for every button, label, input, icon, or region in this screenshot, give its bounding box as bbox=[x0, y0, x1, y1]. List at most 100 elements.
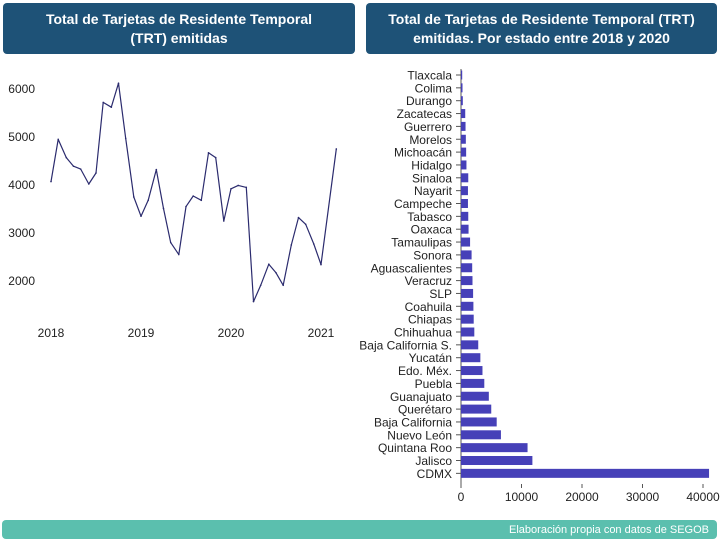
category-label: Chihuahua bbox=[394, 326, 452, 340]
bar bbox=[461, 237, 471, 247]
category-label: Baja California S. bbox=[359, 338, 452, 352]
data-point bbox=[124, 137, 127, 140]
source-footer: Elaboración propia con datos de SEGOB bbox=[2, 520, 717, 539]
y-tick-label: 2000 bbox=[8, 274, 35, 288]
x-tick-label: 2020 bbox=[218, 326, 245, 340]
bar bbox=[461, 417, 497, 427]
category-label: Campeche bbox=[394, 197, 452, 211]
data-point bbox=[95, 172, 97, 174]
bar bbox=[461, 147, 467, 157]
data-point bbox=[335, 148, 338, 150]
x-tick-label: 40000 bbox=[686, 490, 720, 504]
bar bbox=[461, 366, 483, 376]
bar bbox=[461, 109, 466, 119]
bar-chart-header: Total de Tarjetas de Residente Temporal … bbox=[366, 3, 717, 54]
y-tick-label: 5000 bbox=[8, 130, 35, 144]
x-tick-label: 0 bbox=[458, 490, 465, 504]
data-point bbox=[259, 284, 262, 287]
bar bbox=[461, 96, 463, 106]
category-label: Nayarit bbox=[414, 184, 453, 198]
category-label: Morelos bbox=[409, 133, 452, 147]
category-label: Oaxaca bbox=[411, 223, 453, 237]
category-label: Quintana Roo bbox=[378, 441, 452, 455]
data-point bbox=[252, 300, 255, 303]
category-label: Nuevo León bbox=[387, 428, 452, 442]
y-tick-label: 6000 bbox=[8, 82, 35, 96]
bar bbox=[461, 83, 463, 93]
data-point bbox=[50, 180, 52, 183]
bar bbox=[461, 250, 472, 260]
data-point bbox=[88, 183, 90, 185]
bar bbox=[461, 134, 466, 144]
bar bbox=[461, 160, 467, 170]
category-label: Chiapas bbox=[408, 313, 452, 327]
data-point bbox=[79, 168, 82, 170]
category-label: Guanajuato bbox=[390, 390, 452, 404]
category-label: Michoacán bbox=[394, 146, 452, 160]
data-point bbox=[162, 207, 165, 210]
category-label: Querétaro bbox=[398, 403, 452, 417]
category-label: Veracruz bbox=[405, 274, 452, 288]
data-point bbox=[133, 196, 135, 198]
category-label: Coahuila bbox=[405, 300, 453, 314]
bar bbox=[461, 353, 481, 363]
bar bbox=[461, 314, 474, 324]
bar bbox=[461, 70, 463, 80]
bar-chart-title: Total de Tarjetas de Residente Temporal … bbox=[388, 10, 695, 46]
data-point bbox=[223, 220, 225, 222]
data-point bbox=[207, 152, 210, 154]
category-label: Puebla bbox=[415, 377, 453, 391]
x-tick-label: 10000 bbox=[505, 490, 539, 504]
x-tick-label: 20000 bbox=[565, 490, 599, 504]
category-label: Sonora bbox=[413, 248, 452, 262]
category-label: Jalisco bbox=[415, 454, 452, 468]
category-label: Hidalgo bbox=[411, 158, 452, 172]
category-label: Sinaloa bbox=[412, 171, 452, 185]
data-point bbox=[282, 284, 285, 287]
bar bbox=[461, 391, 489, 401]
bar bbox=[461, 199, 468, 208]
data-point bbox=[275, 272, 277, 274]
data-point bbox=[147, 199, 149, 202]
category-label: Edo. Méx. bbox=[398, 364, 452, 378]
bar bbox=[461, 288, 474, 298]
category-label: Yucatán bbox=[409, 351, 452, 365]
category-label: CDMX bbox=[417, 467, 452, 481]
data-point bbox=[304, 223, 307, 226]
category-label: Tabasco bbox=[407, 210, 452, 224]
data-point bbox=[65, 156, 68, 159]
data-point bbox=[110, 106, 113, 108]
data-point bbox=[185, 205, 187, 208]
bar bbox=[461, 378, 485, 388]
data-point bbox=[155, 168, 158, 171]
data-point bbox=[320, 263, 322, 266]
data-point bbox=[140, 215, 142, 217]
x-tick-label: 2018 bbox=[38, 326, 65, 340]
category-label: Colima bbox=[415, 81, 453, 95]
x-tick-label: 30000 bbox=[626, 490, 660, 504]
bar bbox=[461, 211, 469, 221]
data-point bbox=[297, 216, 300, 219]
data-point bbox=[214, 156, 217, 159]
data-point bbox=[169, 241, 172, 244]
category-label: Aguascalientes bbox=[371, 261, 452, 275]
data-point bbox=[102, 101, 104, 104]
bar bbox=[461, 173, 469, 183]
series-line bbox=[50, 82, 337, 303]
bar bbox=[461, 301, 474, 311]
bar bbox=[461, 276, 473, 286]
bar bbox=[461, 121, 466, 131]
data-point bbox=[192, 195, 194, 197]
data-point bbox=[57, 138, 59, 141]
bar bbox=[461, 456, 533, 465]
category-label: Durango bbox=[406, 94, 452, 108]
data-point bbox=[268, 263, 270, 265]
source-note: Elaboración propia con datos de SEGOB bbox=[509, 523, 709, 536]
data-point bbox=[237, 184, 239, 187]
bar bbox=[461, 263, 473, 273]
bar bbox=[461, 468, 710, 478]
category-label: Tamaulipas bbox=[391, 236, 452, 250]
y-tick-label: 3000 bbox=[8, 226, 35, 240]
